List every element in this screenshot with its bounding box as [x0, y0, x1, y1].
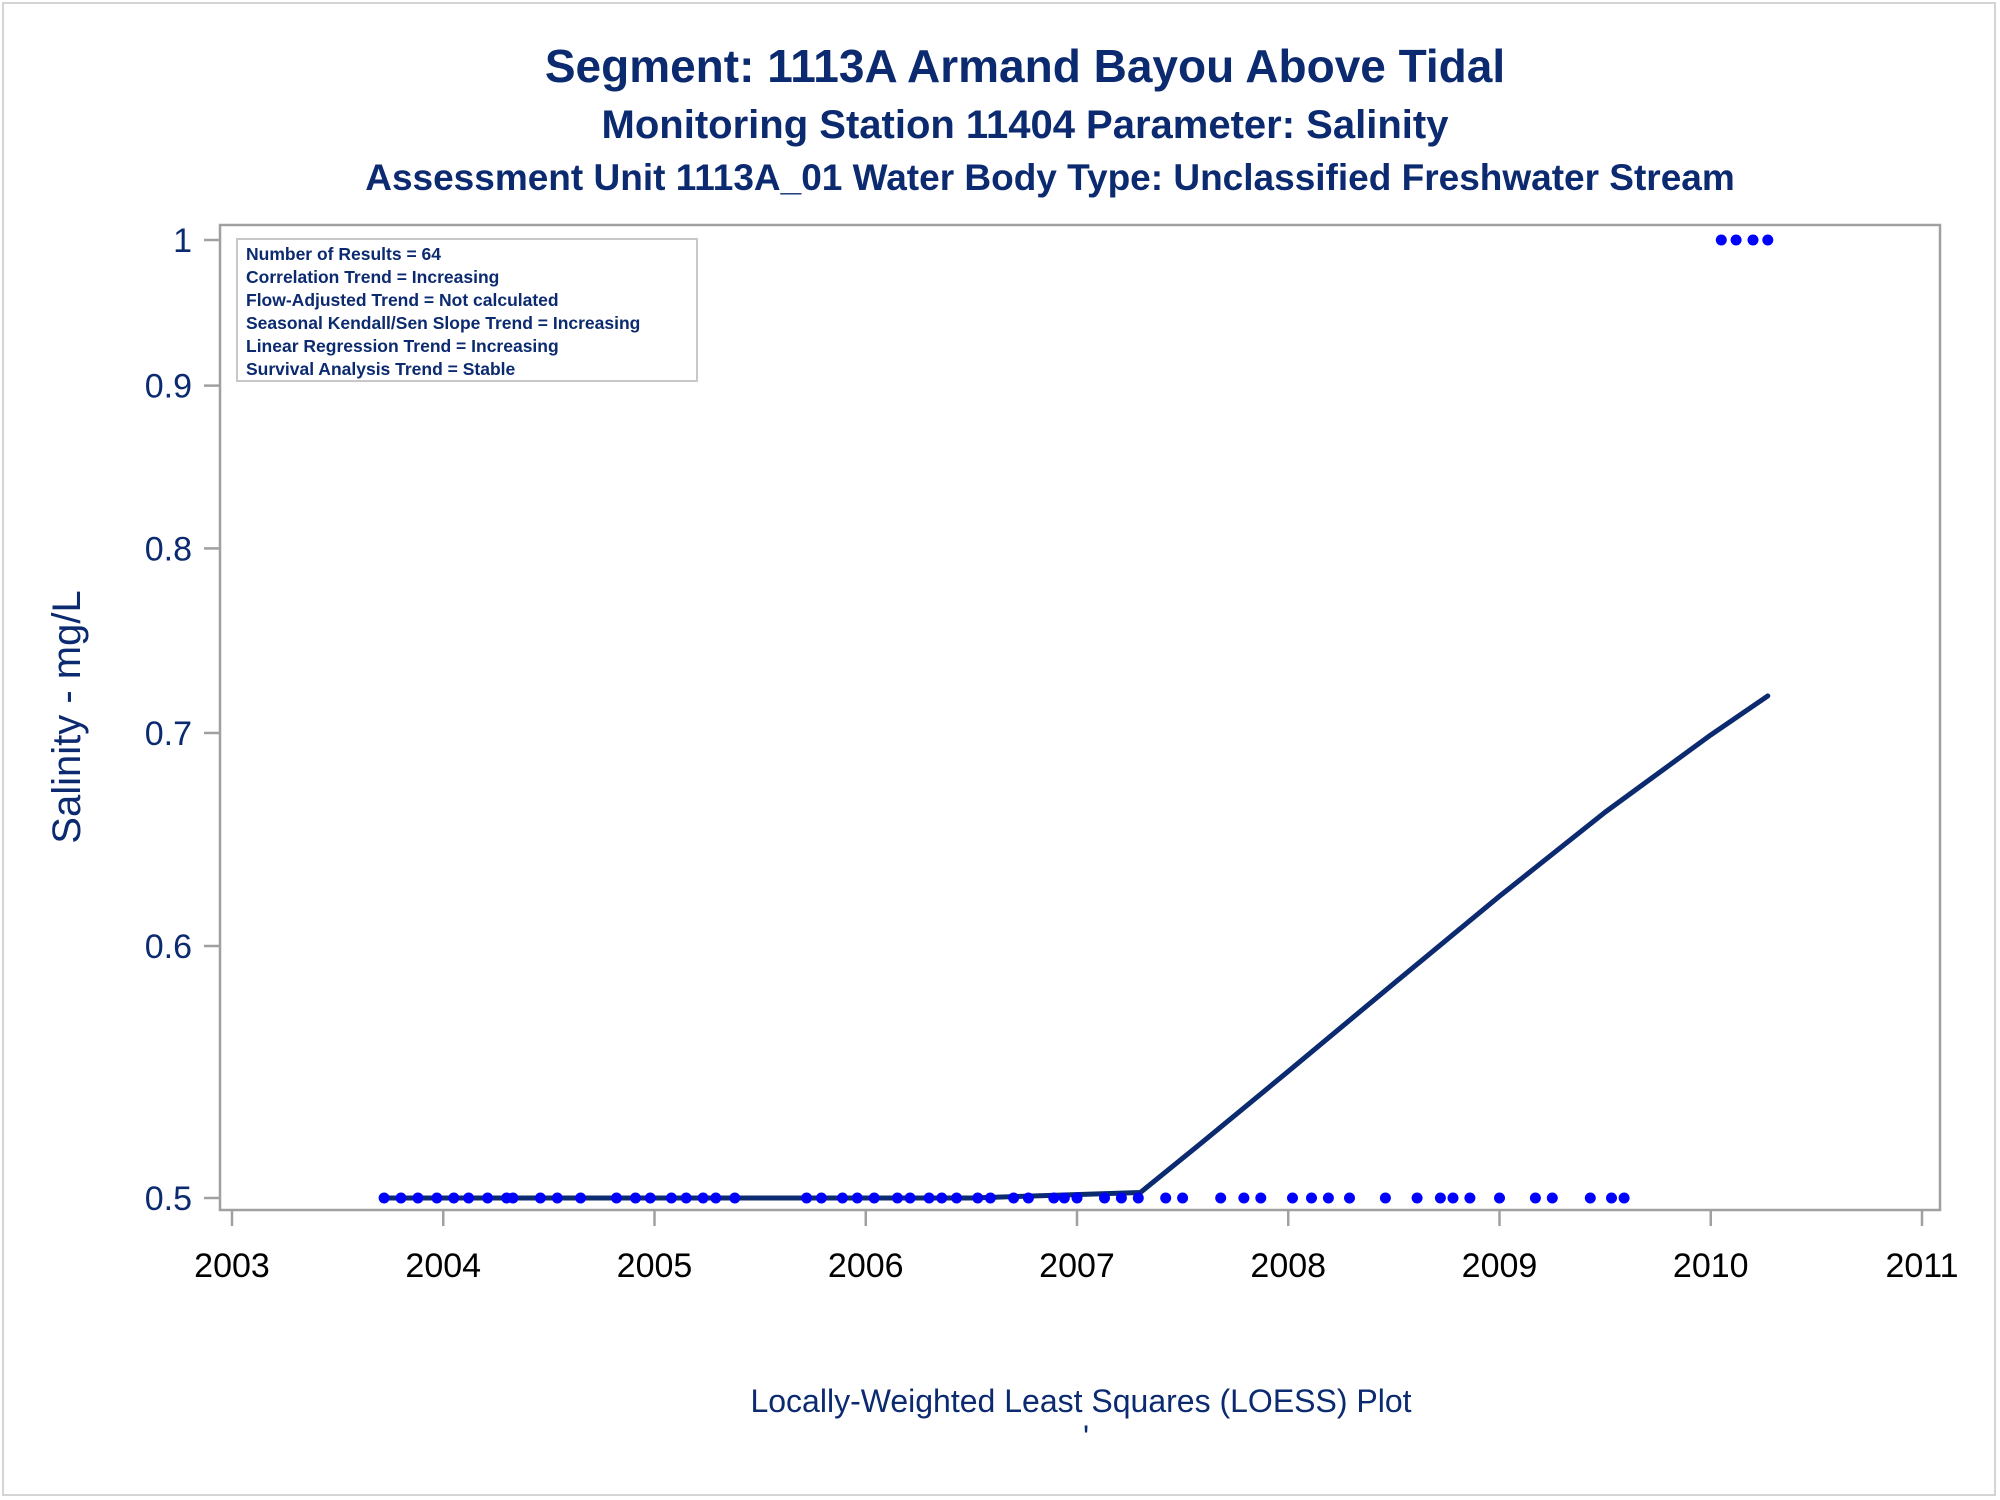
data-point	[1434, 1192, 1446, 1204]
data-point	[448, 1192, 460, 1204]
data-point	[1322, 1192, 1334, 1204]
data-point	[1099, 1192, 1110, 1204]
data-point	[1529, 1192, 1541, 1204]
x-tick-label: 2003	[194, 1247, 270, 1285]
data-point	[1584, 1192, 1596, 1204]
data-point	[837, 1192, 848, 1204]
chart-subtitle-2: Assessment Unit 1113A_01 Water Body Type…	[365, 157, 1735, 198]
data-point	[697, 1192, 709, 1204]
data-point	[1344, 1192, 1355, 1204]
data-point	[815, 1192, 827, 1204]
data-point	[1008, 1192, 1020, 1204]
data-point	[1160, 1192, 1172, 1204]
data-point	[1132, 1192, 1144, 1204]
data-point	[1411, 1192, 1423, 1204]
trend-summary-line: Survival Analysis Trend = Stable	[246, 359, 516, 379]
x-tick-label: 2006	[828, 1247, 904, 1285]
y-tick-label: 0.7	[145, 715, 192, 753]
data-point	[1730, 234, 1742, 246]
x-tick-label: 2010	[1673, 1247, 1749, 1285]
data-point	[1546, 1192, 1558, 1204]
x-axis: 2003 2004 2005 2006 2007 2008 2009 2010 2011	[194, 1210, 1959, 1285]
chart-title: Segment: 1113A Armand Bayou Above Tidal	[545, 40, 1505, 92]
data-point	[507, 1192, 519, 1204]
y-tick-label: 0.6	[145, 928, 192, 966]
y-tick-label: 1	[173, 222, 192, 260]
data-point	[1071, 1192, 1083, 1204]
data-point	[1022, 1192, 1034, 1204]
y-tick-label: 0.5	[145, 1180, 192, 1218]
x-tick-label: 2004	[405, 1247, 481, 1285]
trend-summary-line: Correlation Trend = Increasing	[246, 267, 499, 287]
data-point	[1058, 1192, 1070, 1204]
plot-area	[218, 223, 1942, 1212]
data-point	[378, 1192, 390, 1204]
data-point	[1238, 1192, 1250, 1204]
data-point	[482, 1192, 494, 1204]
loess-line	[381, 693, 1771, 1201]
data-point	[1177, 1192, 1189, 1204]
data-point	[710, 1192, 722, 1204]
data-point	[1447, 1192, 1459, 1204]
data-point	[431, 1192, 443, 1204]
data-point	[868, 1192, 880, 1204]
data-point	[611, 1192, 622, 1204]
data-point	[680, 1192, 692, 1204]
x-tick-label: 2011	[1885, 1247, 1958, 1285]
data-point	[463, 1192, 475, 1204]
data-point	[551, 1192, 563, 1204]
trend-summary-box: Number of Results = 64 Correlation Trend…	[236, 238, 698, 382]
data-point	[1747, 234, 1759, 246]
data-point	[1606, 1192, 1617, 1204]
data-point	[801, 1192, 813, 1204]
y-tick-label: 0.9	[145, 368, 192, 406]
data-point	[923, 1192, 935, 1204]
x-tick-label: 2008	[1250, 1247, 1326, 1285]
x-tick-label: 2009	[1462, 1247, 1538, 1285]
data-point	[936, 1192, 948, 1204]
data-point	[575, 1192, 587, 1204]
x-axis-label: Locally-Weighted Least Squares (LOESS) P…	[750, 1383, 1411, 1419]
data-point	[412, 1192, 424, 1204]
data-point	[1494, 1192, 1505, 1204]
trend-summary-border	[236, 238, 698, 382]
data-point	[1306, 1192, 1317, 1204]
y-axis-label: Salinity - mg/L	[45, 590, 89, 843]
data-point	[1618, 1192, 1630, 1204]
data-point	[534, 1192, 546, 1204]
data-point	[1464, 1192, 1476, 1204]
y-axis: 0.5 0.6 0.7 0.8 0.9 1	[145, 222, 220, 1218]
y-tick-label: 0.8	[145, 530, 192, 568]
x-tick-label: 2007	[1039, 1247, 1115, 1285]
data-point	[851, 1192, 863, 1204]
footer-mark: '	[1083, 1419, 1089, 1455]
data-point	[1048, 1192, 1060, 1204]
data-point	[1115, 1192, 1127, 1204]
data-point	[984, 1192, 996, 1204]
trend-summary-line: Number of Results = 64	[246, 244, 441, 264]
trend-summary-line: Linear Regression Trend = Increasing	[246, 336, 559, 356]
data-point	[1255, 1192, 1267, 1204]
data-point	[665, 1192, 677, 1204]
data-point	[1287, 1192, 1298, 1204]
data-point	[904, 1192, 916, 1204]
data-point	[395, 1192, 407, 1204]
data-point	[1715, 234, 1727, 246]
series-group	[378, 234, 1774, 1204]
x-tick-label: 2005	[617, 1247, 693, 1285]
trend-summary-line: Seasonal Kendall/Sen Slope Trend = Incre…	[246, 313, 640, 333]
data-point	[1215, 1192, 1227, 1204]
data-point	[630, 1192, 641, 1204]
data-point	[1379, 1192, 1391, 1204]
data-point	[1762, 234, 1774, 246]
data-point	[891, 1192, 903, 1204]
data-point	[644, 1192, 656, 1204]
trend-summary-line: Flow-Adjusted Trend = Not calculated	[246, 290, 559, 310]
data-point	[951, 1192, 963, 1204]
data-point	[972, 1192, 984, 1204]
chart-subtitle: Monitoring Station 11404 Parameter: Sali…	[602, 103, 1450, 147]
data-point	[729, 1192, 741, 1204]
